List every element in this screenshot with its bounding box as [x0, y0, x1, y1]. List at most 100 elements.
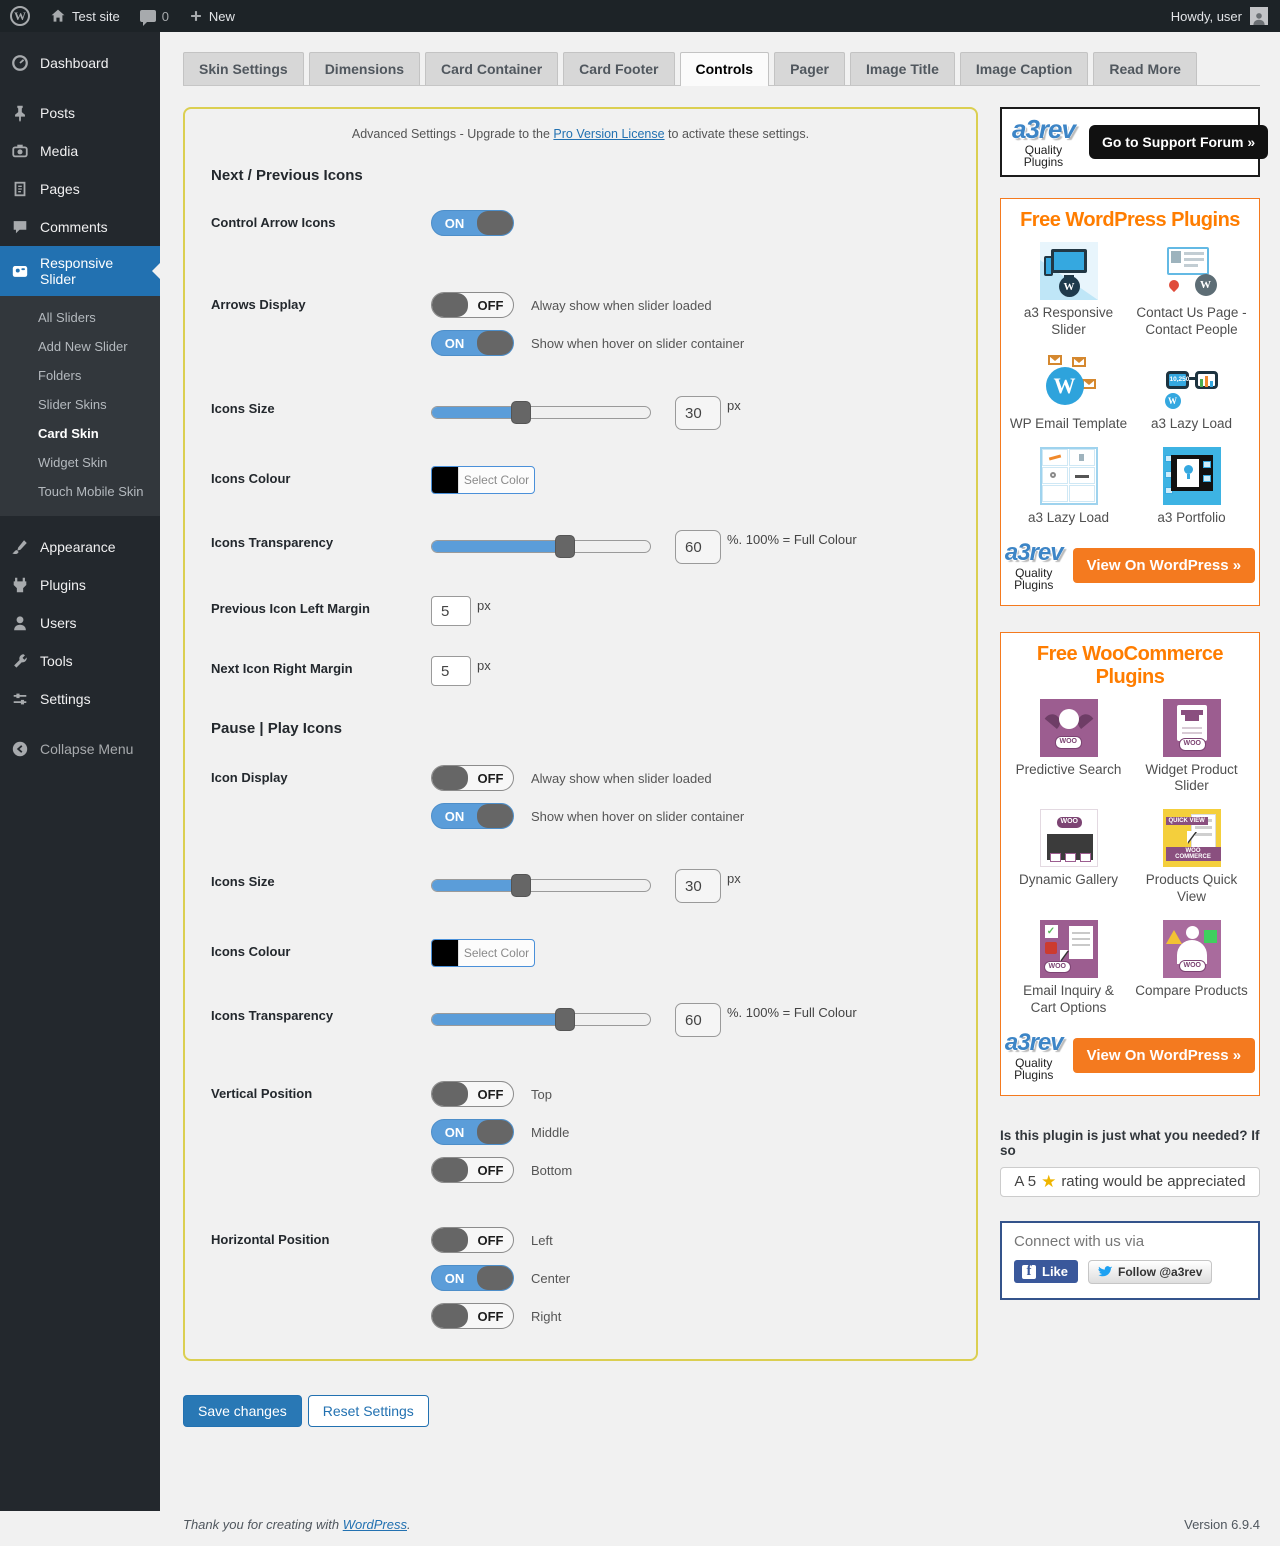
pp-icons-size-slider[interactable]: [431, 874, 651, 897]
view-on-wordpress-button[interactable]: View On WordPress »: [1072, 1038, 1256, 1074]
plugin-a3-responsive-slider[interactable]: W a3 Responsive Slider: [1009, 242, 1128, 339]
plugin-dynamic-gallery[interactable]: WOO Dynamic Gallery: [1009, 809, 1128, 906]
tab-read-more[interactable]: Read More: [1093, 52, 1197, 85]
plugin-page-view-count[interactable]: 10,250.. W a3 Lazy Load: [1132, 352, 1251, 433]
tab-controls[interactable]: Controls: [679, 52, 770, 86]
five-star-rating-button[interactable]: A 5 ★ rating would be appreciated: [1000, 1166, 1260, 1197]
submenu-all-sliders[interactable]: All Sliders: [38, 310, 96, 325]
sidebar-item-pages[interactable]: Pages: [0, 170, 160, 208]
pp-icons-transparency-slider[interactable]: [431, 1008, 651, 1031]
go-to-support-forum-button[interactable]: Go to Support Forum »: [1088, 125, 1269, 159]
arrows-display-hover-text: Show when hover on slider container: [531, 335, 745, 351]
icons-colour-picker[interactable]: Select Color: [431, 466, 535, 494]
sidebar-item-tools[interactable]: Tools: [0, 642, 160, 680]
horizontal-right-toggle[interactable]: OFF: [431, 1303, 514, 1329]
pp-icons-colour-picker[interactable]: Select Color: [431, 939, 535, 967]
account-menu[interactable]: Howdy, user: [1171, 7, 1280, 25]
wordpress-link[interactable]: WordPress: [342, 1517, 407, 1532]
control-arrow-icons-toggle[interactable]: ON: [431, 210, 514, 236]
icons-size-slider[interactable]: [431, 401, 651, 424]
arrows-display-hover-toggle[interactable]: ON: [431, 330, 514, 356]
user-icon: [10, 613, 30, 633]
slider-handle[interactable]: [511, 401, 532, 424]
horizontal-left-toggle[interactable]: OFF: [431, 1227, 514, 1253]
icons-size-label: Icons Size: [211, 401, 275, 416]
plus-icon: [189, 9, 203, 23]
slider-handle[interactable]: [511, 874, 532, 897]
tab-dimensions[interactable]: Dimensions: [308, 52, 421, 85]
collapse-arrow-icon: [10, 739, 30, 759]
compare-products-icon: WOO: [1162, 920, 1221, 978]
toggle-knob: [432, 1228, 468, 1252]
vertical-bottom-toggle[interactable]: OFF: [431, 1157, 514, 1183]
sidebar-item-plugins[interactable]: Plugins: [0, 566, 160, 604]
submenu-widget-skin[interactable]: Widget Skin: [38, 455, 108, 470]
pp-select-color-button[interactable]: Select Color: [458, 940, 534, 966]
submenu-card-skin[interactable]: Card Skin: [38, 426, 99, 441]
wordpress-logo-menu[interactable]: W: [0, 0, 40, 32]
plugin-wp-email-template[interactable]: W WP Email Template: [1009, 352, 1128, 433]
slider-handle[interactable]: [554, 535, 575, 558]
view-on-wordpress-button[interactable]: View On WordPress »: [1072, 548, 1256, 583]
submenu-folders[interactable]: Folders: [38, 368, 82, 383]
comments-admin-link[interactable]: 0: [130, 0, 179, 32]
tab-card-footer[interactable]: Card Footer: [563, 52, 675, 85]
toggle-knob: [432, 766, 468, 790]
admin-sidebar: Dashboard Posts Media Pages Comments Res…: [0, 32, 160, 1511]
facebook-like-button[interactable]: f Like: [1014, 1260, 1079, 1284]
icons-transparency-slider[interactable]: [431, 535, 651, 558]
icons-colour-label: Icons Colour: [211, 471, 291, 486]
icon-display-always-toggle[interactable]: OFF: [431, 765, 514, 791]
footer-version: Version 6.9.4: [1184, 1517, 1260, 1532]
pro-version-license-link[interactable]: Pro Version License: [553, 127, 665, 141]
colour-swatch: [432, 467, 458, 493]
plugin-predictive-search[interactable]: WOO Predictive Search: [1009, 698, 1128, 796]
vertical-middle-toggle[interactable]: ON: [431, 1119, 514, 1145]
plugin-widget-product-slider[interactable]: WOO Widget Product Slider: [1132, 698, 1251, 796]
horizontal-center-toggle[interactable]: ON: [431, 1265, 514, 1291]
plugin-email-inquiry-cart-options[interactable]: ✓ WOO Email Inquiry & Cart Options: [1009, 920, 1128, 1017]
vertical-top-toggle[interactable]: OFF: [431, 1081, 514, 1107]
tab-card-container[interactable]: Card Container: [425, 52, 559, 85]
icon-display-hover-toggle[interactable]: ON: [431, 803, 514, 829]
sidebar-item-settings[interactable]: Settings: [0, 680, 160, 718]
pp-icons-transparency-input[interactable]: [675, 1003, 721, 1037]
sidebar-item-comments[interactable]: Comments: [0, 208, 160, 246]
sidebar-item-responsive-slider[interactable]: Responsive Slider: [0, 246, 160, 296]
site-name-link[interactable]: Test site: [40, 0, 130, 32]
submenu-touch-mobile-skin[interactable]: Touch Mobile Skin: [38, 484, 144, 499]
arrows-display-always-toggle[interactable]: OFF: [431, 292, 514, 318]
save-changes-button[interactable]: Save changes: [183, 1395, 302, 1427]
previous-icon-left-margin-input[interactable]: [431, 596, 471, 626]
twitter-follow-button[interactable]: Follow @a3rev: [1088, 1259, 1213, 1284]
sidebar-item-posts[interactable]: Posts: [0, 94, 160, 132]
tab-pager[interactable]: Pager: [774, 52, 845, 85]
contact-people-icon: W: [1162, 242, 1221, 300]
tab-image-title[interactable]: Image Title: [850, 52, 955, 85]
icons-size-input[interactable]: [675, 396, 721, 430]
select-color-button[interactable]: Select Color: [458, 467, 534, 493]
sidebar-item-users[interactable]: Users: [0, 604, 160, 642]
icons-transparency-input[interactable]: [675, 530, 721, 564]
submenu-slider-skins[interactable]: Slider Skins: [38, 397, 107, 412]
tab-skin-settings[interactable]: Skin Settings: [183, 52, 304, 85]
plugin-a3-lazy-load[interactable]: a3 Lazy Load a3 Lazy Load a3 Lazy Load: [1009, 446, 1128, 527]
icon-display-label: Icon Display: [211, 770, 288, 785]
collapse-menu-button[interactable]: Collapse Menu: [0, 730, 160, 768]
toggle-knob: [477, 1266, 513, 1290]
slider-handle[interactable]: [554, 1008, 575, 1031]
plugin-compare-products[interactable]: WOO Compare Products: [1132, 920, 1251, 1017]
plugin-a3-portfolio[interactable]: a3 Portfolio: [1132, 446, 1251, 527]
sidebar-item-dashboard[interactable]: Dashboard: [0, 44, 160, 82]
plugin-products-quick-view[interactable]: QUICK VIEW WOO COMMERCE Products Quick V…: [1132, 809, 1251, 906]
submenu-add-new-slider[interactable]: Add New Slider: [38, 339, 128, 354]
next-icon-right-margin-input[interactable]: [431, 656, 471, 686]
sidebar-item-media[interactable]: Media: [0, 132, 160, 170]
reset-settings-button[interactable]: Reset Settings: [307, 1395, 429, 1427]
sidebar-item-appearance[interactable]: Appearance: [0, 528, 160, 566]
new-content-menu[interactable]: New: [179, 0, 245, 32]
vertical-top-text: Top: [531, 1086, 552, 1102]
tab-image-caption[interactable]: Image Caption: [959, 52, 1089, 85]
plugin-contact-us-page[interactable]: W Contact Us Page - Contact People: [1132, 242, 1251, 339]
pp-icons-size-input[interactable]: [675, 869, 721, 903]
